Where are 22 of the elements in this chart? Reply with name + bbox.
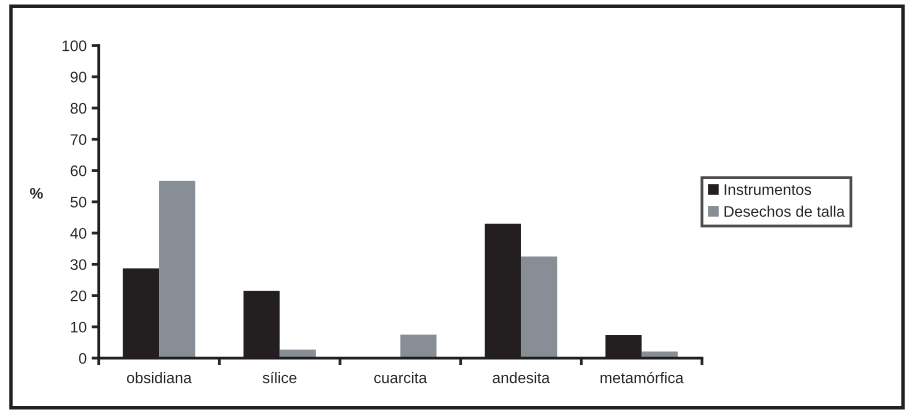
x-tick-label: obsidiana: [126, 372, 192, 384]
y-tick-label: 0: [79, 352, 86, 364]
y-tick-label: 60: [70, 165, 86, 176]
bar: [159, 180, 196, 358]
x-tick-label: cuarcita: [374, 372, 428, 384]
y-tick-label: 80: [70, 102, 86, 114]
y-tick-label: 30: [70, 259, 86, 270]
bar: [400, 334, 437, 358]
x-tick-label: andesita: [492, 372, 550, 384]
bar: [520, 256, 558, 358]
y-tick-label: 10: [71, 322, 86, 333]
y-tick-label: 90: [70, 72, 86, 82]
y-axis-title: %: [30, 188, 43, 199]
y-tick-label: 70: [70, 134, 86, 145]
x-tick-label: metamórfica: [600, 372, 684, 384]
x-tick-label: sílice: [262, 372, 296, 384]
legend-label: Desechos de talla: [724, 206, 845, 217]
y-tick-label: 20: [70, 290, 86, 302]
y-tick-label: 40: [70, 228, 86, 239]
y-tick-label: 100: [62, 40, 86, 52]
legend-label: Instrumentos: [724, 184, 812, 195]
y-tick-label: 50: [70, 196, 86, 208]
